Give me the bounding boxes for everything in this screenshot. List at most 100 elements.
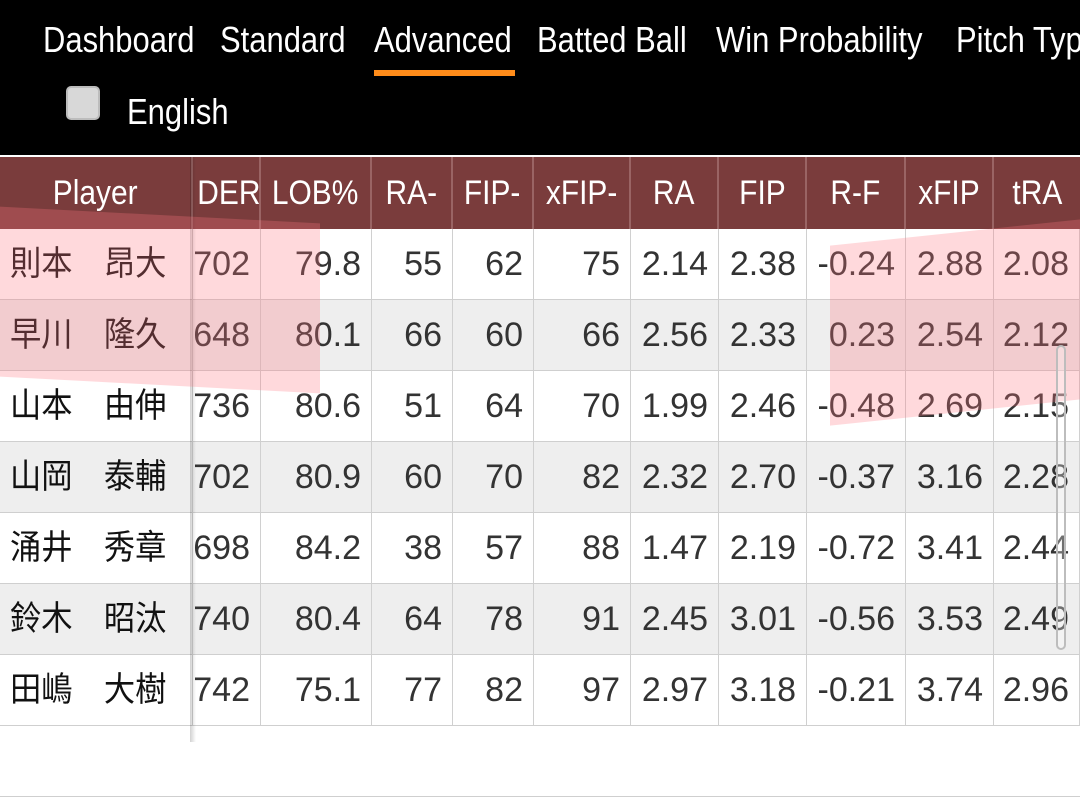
table-row: 涌井 秀章 698 84.2 38 57 88 1.47 2.19 -0.72 3.41 2.44 bbox=[0, 513, 1080, 584]
cell-der: 698 bbox=[193, 513, 261, 583]
cell-lob-pct: 75.1 bbox=[261, 655, 372, 725]
cell-der: 736 bbox=[193, 371, 261, 441]
cell-ra: 2.45 bbox=[631, 584, 719, 654]
cell-ra: 1.47 bbox=[631, 513, 719, 583]
cell-der: 742 bbox=[193, 655, 261, 725]
vertical-scrollbar[interactable] bbox=[1056, 345, 1066, 650]
cell-xfip: 3.53 bbox=[906, 584, 994, 654]
tab-strip: Dashboard Standard Advanced Batted Ball … bbox=[0, 0, 1080, 80]
cell-xfip-minus: 97 bbox=[534, 655, 631, 725]
player-name-link[interactable]: 山岡 泰輔 bbox=[0, 442, 193, 512]
player-name-link[interactable]: 涌井 秀章 bbox=[0, 513, 193, 583]
cell-fip: 2.70 bbox=[719, 442, 807, 512]
column-header-fip-minus[interactable]: FIP- bbox=[453, 157, 534, 229]
cell-r-f: -0.21 bbox=[807, 655, 906, 725]
cell-tra: 2.28 bbox=[994, 442, 1080, 512]
cell-fip: 2.38 bbox=[719, 229, 807, 299]
cell-xfip-minus: 75 bbox=[534, 229, 631, 299]
cell-fip-minus: 78 bbox=[453, 584, 534, 654]
active-tab-indicator bbox=[374, 70, 515, 76]
player-name-link[interactable]: 早川 隆久 bbox=[0, 300, 193, 370]
column-header-r-f[interactable]: R-F bbox=[807, 157, 906, 229]
column-header-xfip[interactable]: xFIP bbox=[906, 157, 994, 229]
cell-tra: 2.96 bbox=[994, 655, 1080, 725]
tab-win-probability[interactable]: Win Probability bbox=[716, 19, 923, 60]
column-header-xfip-minus[interactable]: xFIP- bbox=[534, 157, 631, 229]
cell-fip: 2.33 bbox=[719, 300, 807, 370]
cell-ra-minus: 64 bbox=[372, 584, 453, 654]
table-row: 鈴木 昭汰 740 80.4 64 78 91 2.45 3.01 -0.56 3.53 2.49 bbox=[0, 584, 1080, 655]
cell-xfip-minus: 88 bbox=[534, 513, 631, 583]
cell-xfip-minus: 66 bbox=[534, 300, 631, 370]
sticky-column-divider bbox=[190, 157, 196, 742]
cell-ra-minus: 77 bbox=[372, 655, 453, 725]
cell-xfip: 2.69 bbox=[906, 371, 994, 441]
cell-fip-minus: 64 bbox=[453, 371, 534, 441]
english-label: English bbox=[127, 91, 229, 132]
cell-lob-pct: 80.1 bbox=[261, 300, 372, 370]
cell-xfip: 3.41 bbox=[906, 513, 994, 583]
cell-der: 648 bbox=[193, 300, 261, 370]
cell-xfip: 2.88 bbox=[906, 229, 994, 299]
english-checkbox[interactable] bbox=[66, 86, 100, 120]
cell-ra: 2.56 bbox=[631, 300, 719, 370]
table-row: 山本 由伸 736 80.6 51 64 70 1.99 2.46 -0.48 2.69 2.15 bbox=[0, 371, 1080, 442]
column-header-fip[interactable]: FIP bbox=[719, 157, 807, 229]
cell-ra: 2.14 bbox=[631, 229, 719, 299]
cell-tra: 2.49 bbox=[994, 584, 1080, 654]
cell-r-f: 0.23 bbox=[807, 300, 906, 370]
cell-fip: 3.01 bbox=[719, 584, 807, 654]
table-row: 早川 隆久 648 80.1 66 60 66 2.56 2.33 0.23 2.54 2.12 bbox=[0, 300, 1080, 371]
column-header-ra[interactable]: RA bbox=[631, 157, 719, 229]
cell-r-f: -0.56 bbox=[807, 584, 906, 654]
tab-standard[interactable]: Standard bbox=[220, 19, 346, 60]
table-row: 田嶋 大樹 742 75.1 77 82 97 2.97 3.18 -0.21 3.74 2.96 bbox=[0, 655, 1080, 726]
cell-xfip: 2.54 bbox=[906, 300, 994, 370]
player-name-link[interactable]: 則本 昂大 bbox=[0, 229, 193, 299]
cell-xfip: 3.74 bbox=[906, 655, 994, 725]
cell-ra: 1.99 bbox=[631, 371, 719, 441]
player-name-link[interactable]: 鈴木 昭汰 bbox=[0, 584, 193, 654]
cell-xfip-minus: 82 bbox=[534, 442, 631, 512]
cell-r-f: -0.72 bbox=[807, 513, 906, 583]
player-name-link[interactable]: 山本 由伸 bbox=[0, 371, 193, 441]
cell-fip: 2.19 bbox=[719, 513, 807, 583]
table-row: 山岡 泰輔 702 80.9 60 70 82 2.32 2.70 -0.37 3.16 2.28 bbox=[0, 442, 1080, 513]
cell-r-f: -0.24 bbox=[807, 229, 906, 299]
highlight-mark-left bbox=[0, 206, 320, 394]
cell-xfip-minus: 70 bbox=[534, 371, 631, 441]
tab-dashboard[interactable]: Dashboard bbox=[43, 19, 195, 60]
cell-xfip: 3.16 bbox=[906, 442, 994, 512]
cell-fip-minus: 57 bbox=[453, 513, 534, 583]
cell-lob-pct: 80.6 bbox=[261, 371, 372, 441]
cell-lob-pct: 84.2 bbox=[261, 513, 372, 583]
tab-batted-ball[interactable]: Batted Ball bbox=[537, 19, 687, 60]
cell-ra-minus: 38 bbox=[372, 513, 453, 583]
cell-lob-pct: 79.8 bbox=[261, 229, 372, 299]
cell-ra: 2.32 bbox=[631, 442, 719, 512]
tab-advanced[interactable]: Advanced bbox=[374, 19, 512, 60]
cell-fip: 2.46 bbox=[719, 371, 807, 441]
cell-r-f: -0.37 bbox=[807, 442, 906, 512]
cell-fip-minus: 70 bbox=[453, 442, 534, 512]
column-header-player[interactable]: Player bbox=[0, 157, 193, 229]
tab-pitch-type[interactable]: Pitch Typ bbox=[956, 19, 1080, 60]
cell-fip-minus: 82 bbox=[453, 655, 534, 725]
top-nav-bar: Dashboard Standard Advanced Batted Ball … bbox=[0, 0, 1080, 155]
cell-tra: 2.44 bbox=[994, 513, 1080, 583]
cell-lob-pct: 80.4 bbox=[261, 584, 372, 654]
cell-xfip-minus: 91 bbox=[534, 584, 631, 654]
table-header-row: Player DER LOB% RA- FIP- xFIP- RA FIP R-… bbox=[0, 157, 1080, 229]
player-name-link[interactable]: 田嶋 大樹 bbox=[0, 655, 193, 725]
column-header-lob-pct[interactable]: LOB% bbox=[261, 157, 372, 229]
cell-fip-minus: 62 bbox=[453, 229, 534, 299]
cell-ra-minus: 55 bbox=[372, 229, 453, 299]
table-row: 則本 昂大 702 79.8 55 62 75 2.14 2.38 -0.24 2.88 2.08 bbox=[0, 229, 1080, 300]
cell-der: 702 bbox=[193, 229, 261, 299]
cell-fip: 3.18 bbox=[719, 655, 807, 725]
column-header-tra[interactable]: tRA bbox=[1012, 174, 1062, 212]
column-header-der[interactable]: DER bbox=[193, 157, 261, 229]
highlight-mark-right bbox=[830, 218, 1080, 426]
cell-ra-minus: 51 bbox=[372, 371, 453, 441]
column-header-ra-minus[interactable]: RA- bbox=[372, 157, 453, 229]
